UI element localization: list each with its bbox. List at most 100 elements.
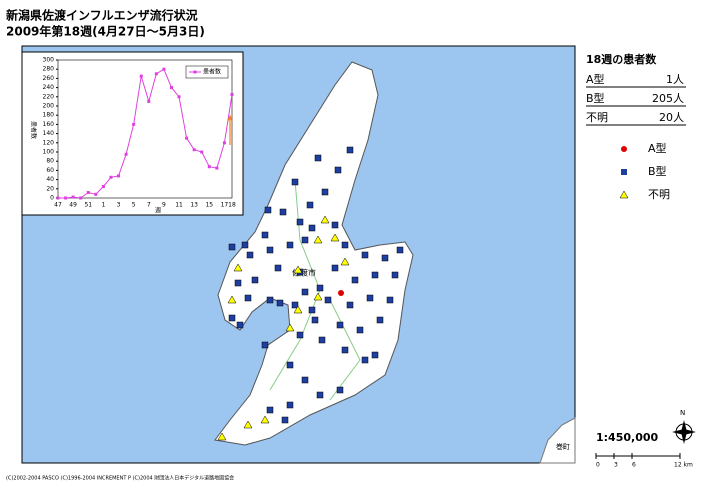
b-marker <box>331 264 339 272</box>
b-marker <box>286 241 294 249</box>
b-marker <box>296 218 304 226</box>
b-marker <box>318 336 326 344</box>
y-tick-label: 120 <box>43 139 55 146</box>
data-point <box>230 93 234 96</box>
data-point <box>222 141 226 145</box>
unknown-marker <box>340 257 350 266</box>
scale-tick-label: 0 <box>596 462 600 469</box>
b-marker <box>274 264 282 272</box>
x-axis-label: 週 <box>155 207 161 215</box>
data-point <box>200 150 204 154</box>
mainland-label: 巻町 <box>556 442 570 451</box>
b-marker <box>266 406 274 414</box>
unknown-marker <box>313 235 323 244</box>
unknown-marker <box>293 265 303 274</box>
legend-label: 不明 <box>648 188 670 201</box>
legend-box <box>185 65 229 79</box>
y-tick-label: 280 <box>43 66 55 73</box>
legend-symbol <box>619 190 629 199</box>
y-tick-label: 180 <box>43 112 55 119</box>
x-tick-label: 15 <box>205 202 213 209</box>
b-marker <box>261 231 269 239</box>
x-tick-label: 9 <box>162 202 166 209</box>
north-arrow: N <box>672 409 696 444</box>
b-marker <box>371 351 379 359</box>
y-tick-label: 140 <box>43 130 55 137</box>
data-point <box>192 148 196 152</box>
data-point <box>79 196 83 200</box>
x-tick-label: 18 <box>228 202 236 209</box>
b-marker <box>234 279 242 287</box>
legend-symbol <box>621 146 627 152</box>
b-marker <box>241 241 249 249</box>
data-point <box>169 86 173 90</box>
b-marker <box>291 301 299 309</box>
b-marker <box>281 416 289 424</box>
b-marker <box>261 341 269 349</box>
b-marker <box>366 294 374 302</box>
b-marker <box>244 294 252 302</box>
y-tick-label: 200 <box>43 103 55 110</box>
legend-type: A型 <box>586 72 605 86</box>
b-marker <box>266 246 274 254</box>
legend-entry: 患者数 <box>203 68 221 76</box>
data-point <box>86 190 90 194</box>
data-point <box>132 122 136 126</box>
b-marker <box>351 276 359 284</box>
data-point <box>94 192 98 196</box>
b-marker <box>296 331 304 339</box>
b-marker <box>391 271 399 279</box>
legend-symbol <box>621 169 627 175</box>
x-tick-label: 1 <box>101 202 105 209</box>
unknown-marker <box>330 233 340 242</box>
legend-label: A型 <box>648 141 667 155</box>
b-marker <box>228 243 236 251</box>
b-marker <box>371 271 379 279</box>
legend-panel <box>580 46 720 463</box>
data-point <box>154 72 158 76</box>
y-tick-label: 260 <box>43 75 55 82</box>
b-marker <box>286 401 294 409</box>
a-marker <box>338 290 344 296</box>
y-tick-label: 80 <box>46 158 54 165</box>
b-marker <box>331 221 339 229</box>
data-point <box>185 136 189 140</box>
x-tick-label: 17 <box>221 202 229 209</box>
b-marker <box>321 188 329 196</box>
b-marker <box>301 376 309 384</box>
unknown-marker <box>260 415 270 424</box>
b-marker <box>264 206 272 214</box>
data-point <box>215 166 219 170</box>
b-marker <box>236 321 244 329</box>
b-marker <box>291 178 299 186</box>
legend-type: 不明 <box>586 111 608 124</box>
b-marker <box>336 321 344 329</box>
y-tick-label: 40 <box>46 176 54 183</box>
unknown-marker <box>313 292 323 301</box>
b-marker <box>324 296 332 304</box>
inset-chart <box>21 51 244 216</box>
b-marker <box>306 201 314 209</box>
data-point <box>162 67 166 71</box>
island <box>214 61 414 446</box>
scale-tick-label: 3 <box>614 462 618 469</box>
b-marker <box>311 316 319 324</box>
footer: (C)2002-2004 PASCO (C)1996-2004 INCREMEN… <box>6 475 234 482</box>
b-marker <box>228 314 236 322</box>
b-marker <box>279 208 287 216</box>
data-point <box>109 175 113 179</box>
data-point <box>124 152 128 156</box>
b-marker <box>334 166 342 174</box>
y-tick-label: 0 <box>50 195 54 202</box>
data-point <box>139 74 143 78</box>
data-point <box>56 196 60 200</box>
y-axis-label: 患者数 <box>30 121 38 139</box>
x-tick-label: 51 <box>84 202 92 209</box>
y-tick-label: 240 <box>43 84 55 91</box>
data-point <box>64 196 68 200</box>
legend-count: 20人 <box>659 111 684 124</box>
mainland <box>539 417 576 464</box>
title: 新潟県佐渡インフルエンザ流行状況 <box>6 8 198 23</box>
scale-bar <box>595 453 681 459</box>
